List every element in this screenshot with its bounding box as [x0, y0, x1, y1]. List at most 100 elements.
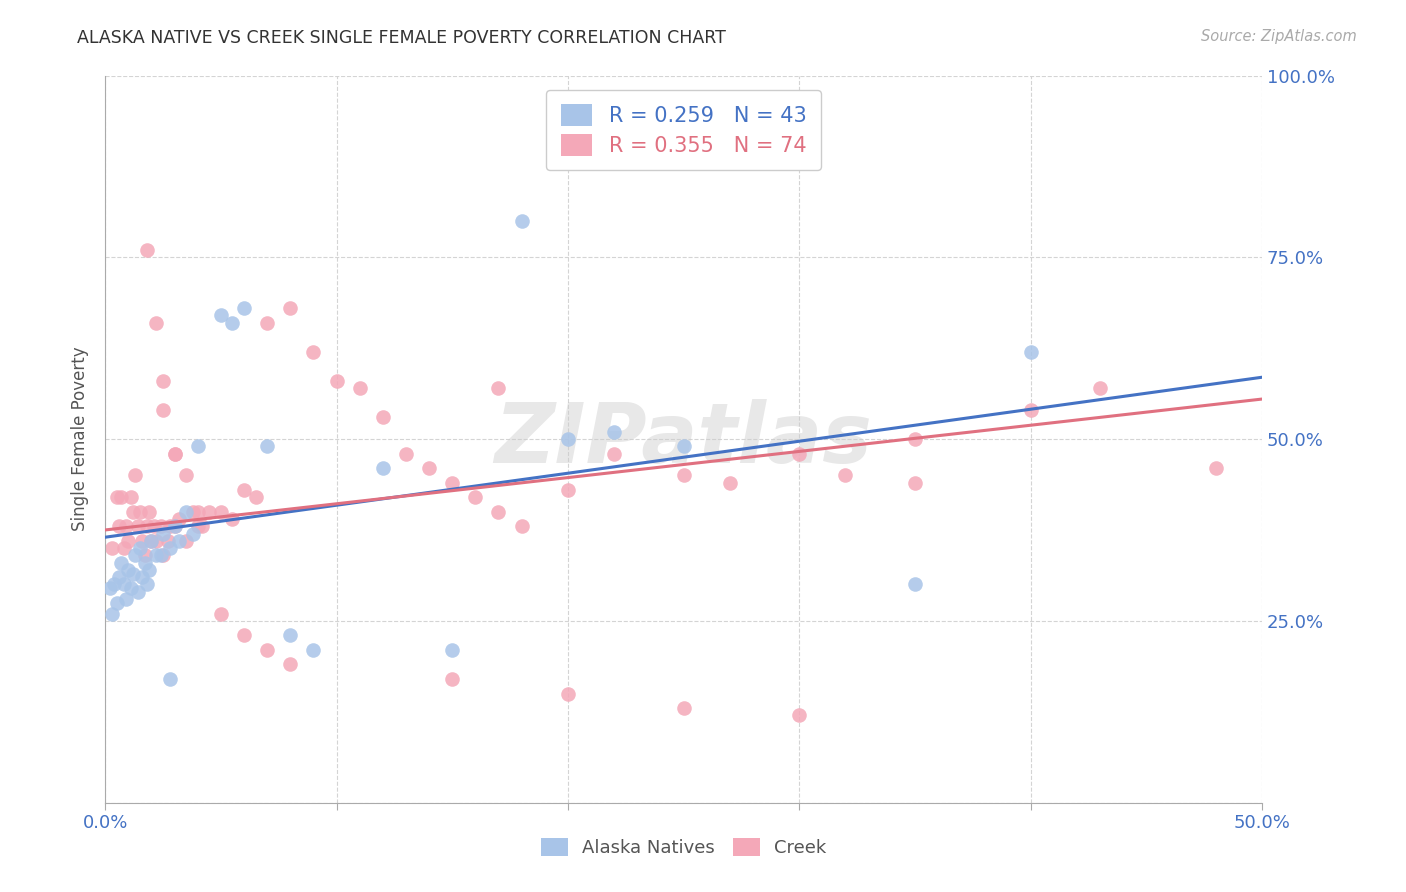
Point [510, 519, 533, 533]
Point [105, 490, 128, 504]
Point [233, 628, 256, 642]
Point [557, 483, 579, 497]
Point [278, 657, 301, 672]
Legend: R = 0.259   N = 43, R = 0.355   N = 74: R = 0.259 N = 43, R = 0.355 N = 74 [546, 89, 821, 170]
Point [98, 581, 121, 595]
Point [115, 519, 138, 533]
Point [1019, 403, 1042, 417]
Point [209, 309, 232, 323]
Point [135, 243, 157, 257]
Point [101, 541, 124, 555]
Point [108, 570, 131, 584]
Point [672, 468, 695, 483]
Point [145, 549, 167, 563]
Point [141, 533, 163, 548]
Point [278, 301, 301, 315]
Point [371, 410, 394, 425]
Point [787, 447, 810, 461]
Point [120, 581, 142, 595]
Point [117, 533, 139, 548]
Point [159, 519, 181, 533]
Point [557, 432, 579, 446]
Point [718, 475, 741, 490]
Point [163, 447, 186, 461]
Point [141, 533, 163, 548]
Point [233, 301, 256, 315]
Point [209, 607, 232, 621]
Point [441, 643, 464, 657]
Point [187, 519, 209, 533]
Point [124, 468, 146, 483]
Point [441, 475, 464, 490]
Point [787, 708, 810, 723]
Point [129, 505, 152, 519]
Point [167, 533, 190, 548]
Point [145, 533, 167, 548]
Point [127, 584, 149, 599]
Point [233, 483, 256, 497]
Point [131, 533, 153, 548]
Point [187, 439, 209, 453]
Point [418, 461, 440, 475]
Point [1088, 381, 1111, 395]
Point [101, 607, 124, 621]
Point [110, 490, 132, 504]
Point [198, 505, 221, 519]
Point [163, 519, 186, 533]
Point [209, 505, 232, 519]
Point [834, 468, 856, 483]
Point [441, 672, 464, 686]
Point [256, 316, 278, 330]
Point [174, 533, 197, 548]
Point [129, 541, 152, 555]
Point [488, 381, 510, 395]
Point [181, 505, 204, 519]
Point [167, 512, 190, 526]
Point [245, 490, 267, 504]
Point [181, 526, 204, 541]
Point [131, 570, 153, 584]
Point [302, 643, 325, 657]
Point [110, 556, 132, 570]
Point [904, 432, 927, 446]
Point [134, 549, 156, 563]
Point [138, 563, 160, 577]
Point [672, 439, 695, 453]
Point [152, 403, 174, 417]
Text: ALASKA NATIVE VS CREEK SINGLE FEMALE POVERTY CORRELATION CHART: ALASKA NATIVE VS CREEK SINGLE FEMALE POV… [77, 29, 727, 46]
Point [371, 461, 394, 475]
Point [325, 374, 347, 388]
Point [152, 526, 174, 541]
Point [127, 519, 149, 533]
Point [1019, 344, 1042, 359]
Point [103, 577, 125, 591]
Point [134, 556, 156, 570]
Point [603, 425, 626, 439]
Point [904, 475, 927, 490]
Text: ZIPatlas: ZIPatlas [495, 399, 873, 480]
Point [124, 549, 146, 563]
Point [349, 381, 371, 395]
Y-axis label: Single Female Poverty: Single Female Poverty [72, 347, 89, 532]
Point [108, 519, 131, 533]
Point [112, 577, 135, 591]
Point [174, 468, 197, 483]
Point [395, 447, 418, 461]
Point [152, 374, 174, 388]
Point [174, 505, 197, 519]
Point [115, 592, 138, 607]
Point [120, 490, 142, 504]
Text: Source: ZipAtlas.com: Source: ZipAtlas.com [1201, 29, 1357, 44]
Point [105, 596, 128, 610]
Point [464, 490, 486, 504]
Point [149, 549, 172, 563]
Point [603, 447, 626, 461]
Point [163, 519, 186, 533]
Point [221, 316, 243, 330]
Point [904, 577, 927, 591]
Point [152, 549, 174, 563]
Point [142, 519, 165, 533]
Point [256, 439, 278, 453]
Point [278, 628, 301, 642]
Point [135, 577, 157, 591]
